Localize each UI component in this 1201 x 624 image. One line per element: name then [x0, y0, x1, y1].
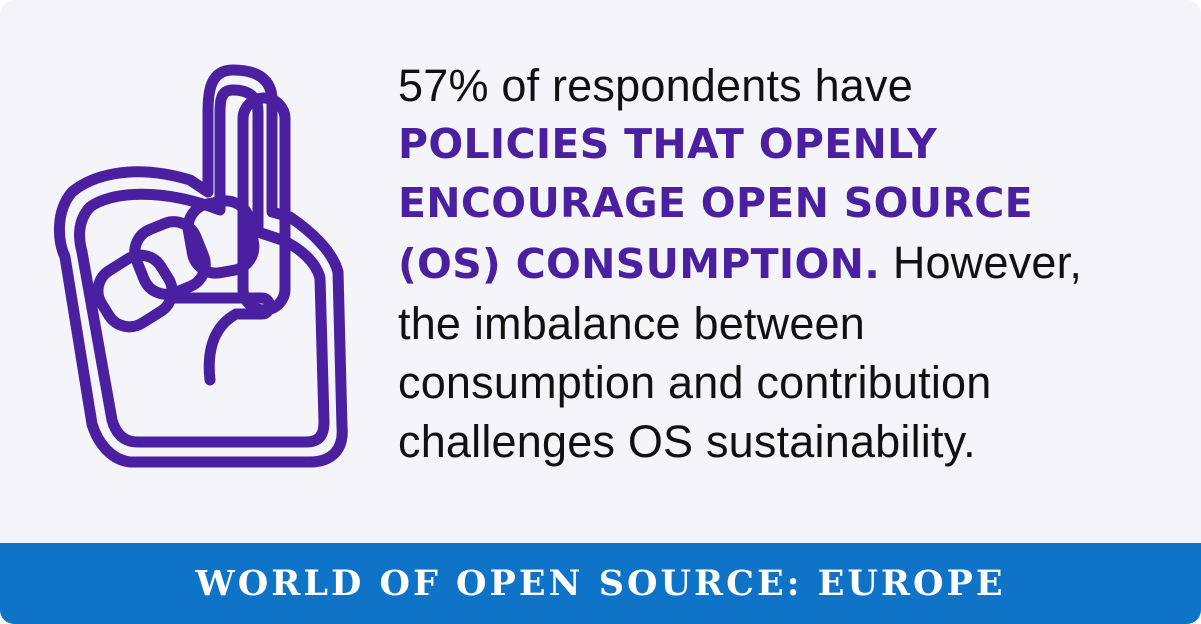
statement-line: consumption and contribution: [398, 357, 992, 408]
foam-finger-hand-icon: [53, 64, 348, 468]
statement-line: 57% of respondents have: [398, 60, 913, 111]
statistic-statement: 57% of respondents have POLICIES THAT OP…: [398, 56, 1188, 471]
statement-line-mixed: (OS) CONSUMPTION. However,: [398, 233, 1188, 294]
statement-tail: However,: [880, 237, 1083, 288]
footer-banner: WORLD OF OPEN SOURCE: EUROPE: [0, 543, 1201, 624]
statement-line: challenges OS sustainability.: [398, 416, 976, 467]
statement-emphasis: (OS) CONSUMPTION.: [398, 240, 881, 288]
statement-emphasis: POLICIES THAT OPENLY: [398, 120, 938, 168]
statement-emphasis: ENCOURAGE OPEN SOURCE: [398, 179, 1033, 227]
footer-title: WORLD OF OPEN SOURCE: EUROPE: [195, 563, 1006, 604]
statement-line: the imbalance between: [398, 298, 866, 349]
